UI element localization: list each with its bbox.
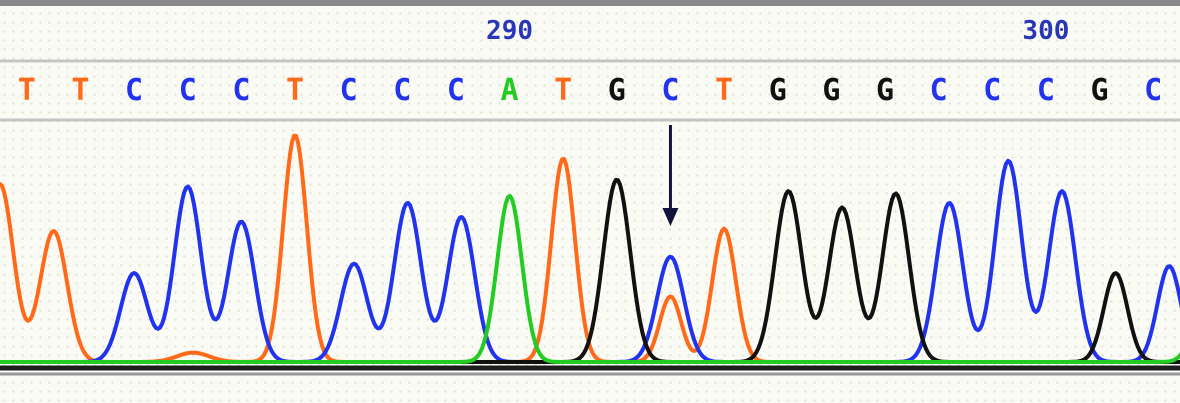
- base-call-291: T: [554, 73, 572, 108]
- base-call-301: G: [1091, 73, 1109, 108]
- base-call-281: T: [18, 73, 36, 108]
- chart-frame: [0, 0, 1180, 122]
- base-call-287: C: [340, 73, 358, 108]
- base-call-285: C: [232, 73, 250, 108]
- base-call-289: C: [447, 73, 465, 108]
- arrow-head-icon: [662, 208, 679, 226]
- baseline-bar: [0, 365, 1180, 376]
- base-call-296: G: [822, 73, 840, 108]
- base-call-283: C: [125, 73, 143, 108]
- base-call-row: TTCCCTCCCATGCTGGGCCCGCA: [18, 73, 1162, 108]
- base-call-300: C: [1037, 73, 1055, 108]
- position-ruler: 290 300: [486, 16, 1069, 46]
- position-label-300: 300: [1022, 16, 1069, 46]
- trace-area: [0, 133, 1180, 364]
- base-call-294: T: [715, 73, 733, 108]
- base-call-286: T: [286, 73, 304, 108]
- base-call-297: G: [876, 73, 894, 108]
- base-call-302: C: [1144, 73, 1162, 108]
- annotation-layer: [662, 125, 679, 226]
- trace-A: [0, 194, 1180, 364]
- base-call-284: C: [179, 73, 197, 108]
- base-call-299: C: [983, 73, 1001, 108]
- position-label-290: 290: [486, 16, 533, 46]
- base-call-282: T: [71, 73, 89, 108]
- base-call-292: G: [608, 73, 626, 108]
- base-call-290: A: [501, 73, 519, 108]
- base-call-288: C: [393, 73, 411, 108]
- base-call-298: C: [930, 73, 948, 108]
- base-call-293: C: [661, 73, 679, 108]
- trace-G: [0, 177, 1180, 364]
- base-call-295: G: [769, 73, 787, 108]
